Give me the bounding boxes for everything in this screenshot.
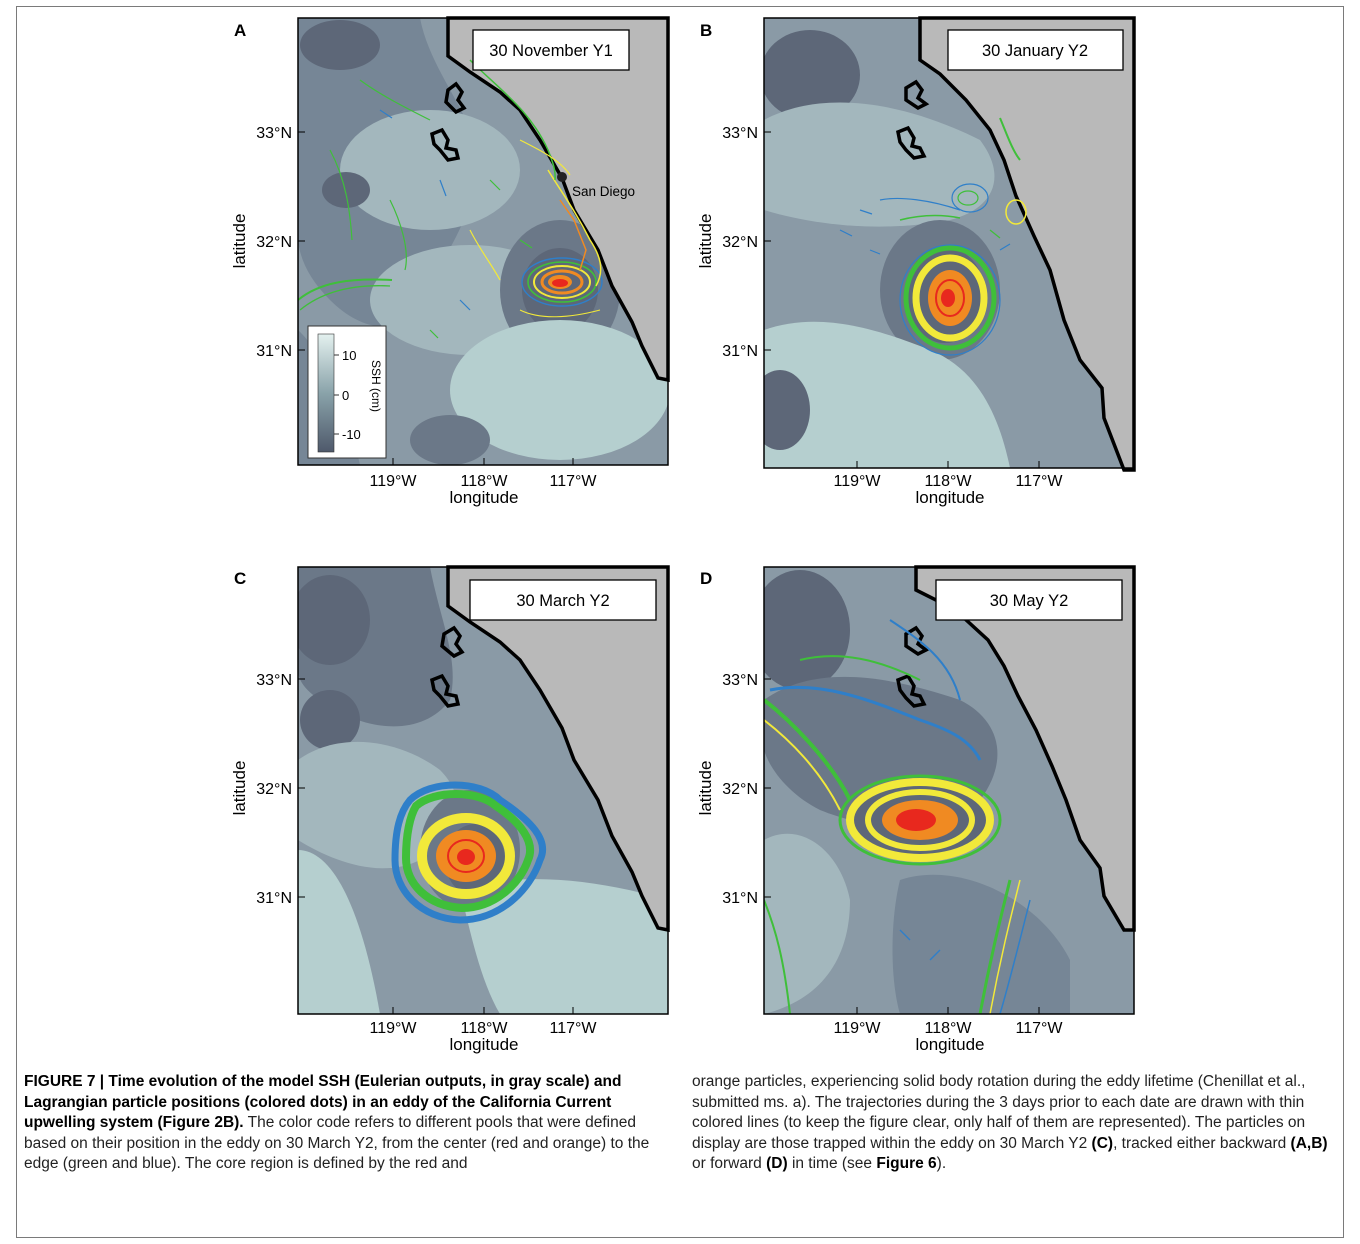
city-label: San Diego (572, 184, 635, 199)
colorbar-tick-minus10: -10 (342, 427, 361, 442)
panel-c-xtick-117: 117°W (549, 1020, 597, 1037)
caption-column-right: orange particles, experiencing solid bod… (692, 1072, 1334, 1175)
colorbar-tick-0: 0 (342, 388, 349, 403)
panel-d-ylabel: latitude (696, 761, 715, 816)
panel-a-ytick-32: 32°N (256, 234, 292, 251)
caption-text-3: , tracked either backward (1113, 1134, 1287, 1152)
panel-a-ticks (298, 131, 574, 465)
caption-title: FIGURE 7 | Time evolution of the model S… (24, 1073, 622, 1131)
panel-a-ytick-33: 33°N (256, 125, 292, 142)
panel-c-ylabel: latitude (230, 761, 249, 816)
panel-a-xtick-118: 118°W (460, 473, 508, 490)
panel-d: D (696, 565, 1136, 1054)
panel-d-xlabel: longitude (915, 1035, 984, 1054)
caption-text-2: orange particles, experiencing solid bod… (692, 1073, 1306, 1152)
caption-column-left: FIGURE 7 | Time evolution of the model S… (24, 1072, 666, 1175)
san-diego-marker (557, 172, 567, 182)
caption-ref-c: (C) (1091, 1134, 1114, 1152)
panel-a-date: 30 November Y1 (489, 42, 613, 60)
caption-ref-d: (D) (766, 1155, 788, 1172)
caption-ref-figure-6: Figure 6 (876, 1155, 937, 1172)
panel-b-letter: B (700, 21, 712, 40)
panel-c: C 30 March Y2 119° (230, 565, 670, 1054)
panel-b-particles (839, 117, 1027, 356)
panel-b: B (696, 16, 1136, 507)
panel-d-xtick-118: 118°W (924, 1020, 972, 1037)
panel-d-xtick-117: 117°W (1015, 1020, 1063, 1037)
panel-b-ticks (764, 131, 1040, 468)
panel-d-letter: D (700, 569, 712, 588)
panel-b-ytick-32: 32°N (722, 234, 758, 251)
panel-c-ytick-32: 32°N (256, 781, 292, 798)
colorbar-label: SSH (cm) (369, 360, 383, 412)
panel-c-xtick-118: 118°W (460, 1020, 508, 1037)
panel-b-date: 30 January Y2 (982, 42, 1088, 60)
panel-b-ytick-31: 31°N (722, 343, 758, 360)
panel-b-xtick-119: 119°W (833, 473, 881, 490)
colorbar: 10 0 -10 SSH (cm) (307, 325, 387, 459)
caption-text-5: in time (see (791, 1155, 873, 1172)
caption-text-1: The color code refers to different pools… (24, 1114, 650, 1172)
panel-c-ytick-31: 31°N (256, 890, 292, 907)
panel-c-ytick-33: 33°N (256, 672, 292, 689)
panel-c-ticks (298, 678, 574, 1014)
colorbar-tick-10: 10 (342, 348, 356, 363)
panel-d-ytick-33: 33°N (722, 672, 758, 689)
panel-a-ylabel: latitude (230, 214, 249, 269)
caption-text-4: or forward (692, 1155, 762, 1172)
panel-d-date: 30 May Y2 (990, 592, 1069, 610)
panel-a-xlabel: longitude (449, 488, 518, 507)
panel-c-date: 30 March Y2 (516, 592, 609, 610)
panel-c-letter: C (234, 569, 246, 588)
panel-a-particles (298, 59, 603, 339)
panel-a-xtick-117: 117°W (549, 473, 597, 490)
panel-d-ticks (764, 678, 1040, 1014)
panel-a-xtick-119: 119°W (369, 473, 417, 490)
figure-7: A (230, 16, 1136, 1054)
panel-a-letter: A (234, 21, 246, 40)
panel-c-xlabel: longitude (449, 1035, 518, 1054)
panel-b-xtick-117: 117°W (1015, 473, 1063, 490)
panel-d-ytick-31: 31°N (722, 890, 758, 907)
panel-d-xtick-119: 119°W (833, 1020, 881, 1037)
panel-a-ytick-31: 31°N (256, 343, 292, 360)
panel-b-xtick-118: 118°W (924, 473, 972, 490)
panel-a: A (230, 16, 670, 507)
panel-c-xtick-119: 119°W (369, 1020, 417, 1037)
panel-d-ytick-32: 32°N (722, 781, 758, 798)
caption-text-6: ). (936, 1155, 947, 1172)
caption-ref-ab: (A,B) (1290, 1134, 1328, 1152)
figure-caption: FIGURE 7 | Time evolution of the model S… (24, 1072, 1334, 1175)
panel-b-xlabel: longitude (915, 488, 984, 507)
figure-frame (16, 6, 1344, 1238)
panel-b-ytick-33: 33°N (722, 125, 758, 142)
panel-b-ylabel: latitude (696, 214, 715, 269)
panel-c-particles (391, 781, 547, 924)
panel-d-particles (764, 619, 1031, 1014)
